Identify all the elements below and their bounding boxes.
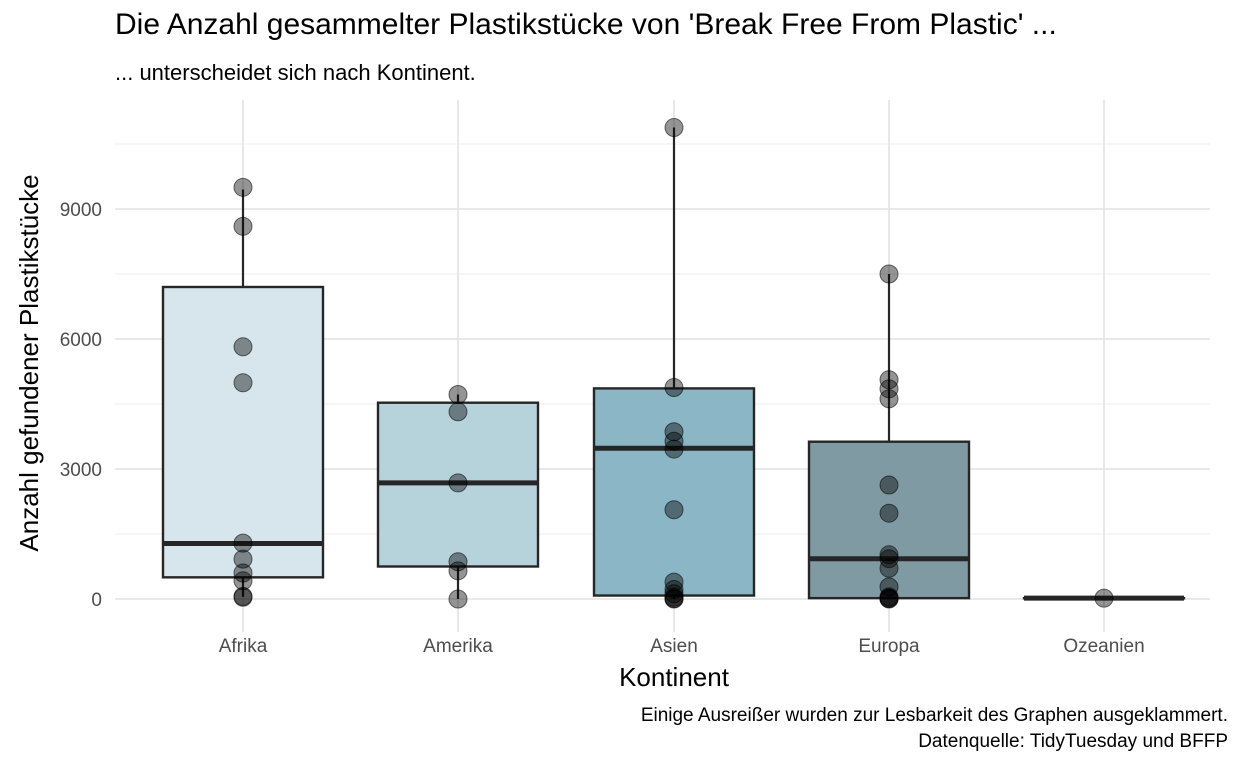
data-point — [879, 589, 899, 609]
y-tick-label: 3000 — [60, 460, 102, 481]
data-point — [233, 563, 253, 583]
box — [592, 387, 756, 597]
x-tick-label: Amerika — [423, 636, 493, 657]
x-tick-label: Asien — [650, 636, 698, 657]
y-axis-title: Anzahl gefundener Plastikstücke — [14, 174, 44, 551]
y-tick-label: 9000 — [60, 200, 102, 221]
data-point — [1094, 588, 1114, 608]
x-tick-label: Ozeanien — [1063, 636, 1144, 657]
data-point — [879, 389, 899, 409]
points-layer — [233, 118, 1114, 609]
data-point — [233, 337, 253, 357]
x-tick-labels: Afrika Amerika Asien Europa Ozeanien — [219, 636, 1145, 657]
x-tick-label: Europa — [858, 636, 920, 657]
x-axis-title: Kontinent — [619, 662, 730, 692]
data-point — [879, 545, 899, 565]
data-point — [664, 589, 684, 609]
data-point — [448, 473, 468, 493]
data-point — [233, 587, 253, 607]
box — [807, 440, 971, 600]
data-point — [448, 589, 468, 609]
chart-subtitle: ... unterscheidet sich nach Kontinent. — [115, 60, 476, 85]
data-point — [664, 572, 684, 592]
data-point — [664, 422, 684, 442]
data-point — [233, 373, 253, 393]
data-point — [664, 118, 684, 138]
data-point — [448, 384, 468, 404]
data-point — [233, 177, 253, 197]
box — [161, 285, 325, 579]
data-point — [879, 549, 899, 569]
boxes-layer — [161, 127, 1186, 601]
caption-source: Datenquelle: TidyTuesday und BFFP — [918, 731, 1228, 752]
data-point — [879, 503, 899, 523]
data-point — [664, 431, 684, 451]
x-tick-label: Afrika — [219, 636, 268, 657]
data-point — [233, 533, 253, 553]
chart-title: Die Anzahl gesammelter Plastikstücke von… — [115, 8, 1057, 41]
data-point — [233, 571, 253, 591]
data-point — [879, 264, 899, 284]
data-point — [879, 558, 899, 578]
data-point — [233, 549, 253, 569]
data-point — [664, 439, 684, 459]
data-point — [448, 402, 468, 422]
y-tick-label: 6000 — [60, 330, 102, 351]
data-point — [879, 379, 899, 399]
data-point — [448, 561, 468, 581]
data-point — [879, 475, 899, 495]
data-point — [233, 216, 253, 236]
y-tick-labels: 0 3000 6000 9000 — [60, 200, 102, 611]
data-point — [664, 378, 684, 398]
y-tick-label: 0 — [91, 590, 102, 611]
data-point — [664, 500, 684, 520]
caption-note: Einige Ausreißer wurden zur Lesbarkeit d… — [640, 705, 1228, 726]
